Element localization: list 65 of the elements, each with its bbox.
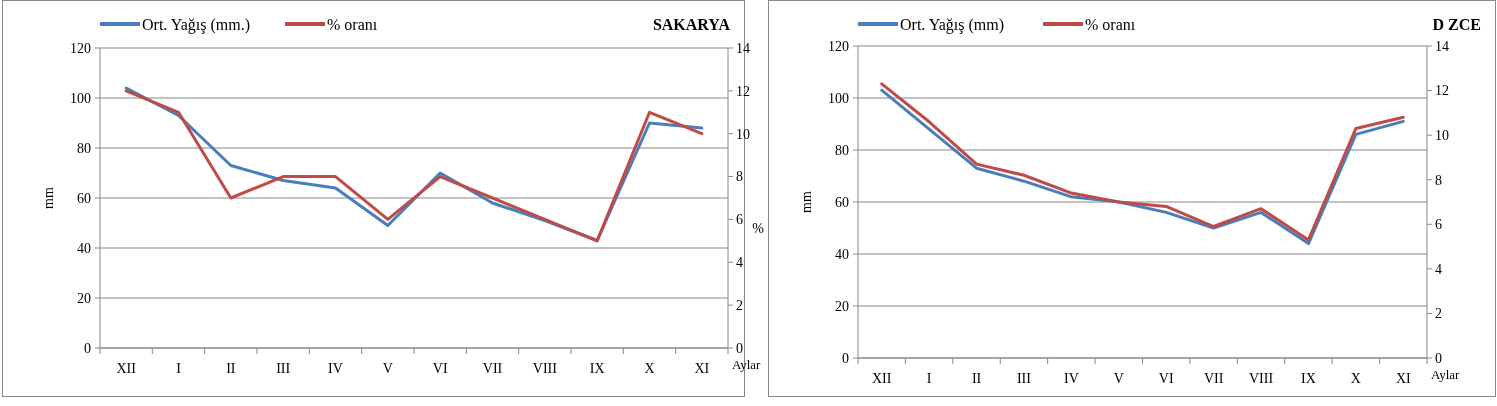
y-tick-label: 60	[835, 194, 849, 210]
y-tick-label: 120	[70, 40, 91, 56]
y-tick-label: 80	[77, 140, 91, 156]
y-tick-label: 20	[77, 290, 91, 306]
x-tick-label: III	[276, 360, 291, 376]
y2-tick-label: 4	[1435, 261, 1442, 277]
legend-label: Ort. Yağış (mm)	[900, 15, 1005, 34]
x-tick-label: IV	[1063, 370, 1079, 386]
x-tick-label: V	[382, 360, 393, 376]
x-tick-label: II	[226, 360, 236, 376]
x-tick-label: X	[1350, 370, 1361, 386]
y-tick-label: 20	[835, 298, 849, 314]
x-tick-label: IX	[589, 360, 605, 376]
x-tick-label: XII	[116, 360, 137, 376]
y2-tick-label: 4	[736, 255, 743, 271]
y-axis-title: mm	[798, 191, 814, 213]
x-tick-label: XI	[694, 360, 710, 376]
y2-tick-label: 2	[1435, 306, 1442, 322]
x-tick-label: IX	[1301, 370, 1316, 386]
y2-tick-label: 12	[1435, 83, 1449, 99]
x-tick-label: XI	[1395, 370, 1412, 386]
y2-tick-label: 6	[1435, 217, 1442, 233]
legend-label: Ort. Yağış (mm.)	[142, 15, 251, 34]
x-tick-label: VI	[432, 360, 448, 376]
y2-tick-label: 10	[736, 126, 750, 142]
y-tick-label: 100	[70, 90, 91, 106]
x-tick-label: I	[176, 360, 182, 376]
y-tick-label: 40	[835, 246, 849, 262]
x-tick-label: XII	[871, 370, 892, 386]
y2-tick-label: 10	[1435, 128, 1449, 144]
x-tick-label: VI	[1158, 370, 1174, 386]
y-tick-label: 40	[77, 240, 91, 256]
x-tick-label: X	[644, 360, 655, 376]
y-axis-title: mm	[40, 187, 56, 209]
y-tick-label: 80	[835, 142, 849, 158]
y-tick-label: 120	[828, 38, 849, 54]
x-axis-title: Aylar	[1431, 366, 1461, 382]
y2-tick-label: 12	[736, 83, 750, 99]
y2-tick-label: 8	[736, 169, 743, 185]
y2-tick-label: 6	[736, 212, 743, 228]
legend-label: % oranı	[1085, 15, 1136, 33]
x-tick-label: I	[926, 370, 932, 386]
y2-tick-label: 0	[1435, 350, 1442, 366]
y2-tick-label: 0	[736, 340, 743, 356]
x-tick-label: VII	[1203, 370, 1224, 386]
y-tick-label: 100	[828, 90, 849, 106]
x-tick-label: VIII	[1248, 370, 1274, 386]
legend-label: % oranı	[327, 15, 378, 33]
y-tick-label: 0	[84, 340, 91, 356]
x-tick-label: III	[1016, 370, 1032, 386]
y-tick-label: 60	[77, 190, 91, 206]
chart-title: SAKARYA	[652, 15, 731, 33]
y2-tick-label: 8	[1435, 172, 1442, 188]
y-tick-label: 0	[842, 350, 849, 366]
x-tick-label: VII	[482, 360, 503, 376]
x-tick-label: II	[971, 370, 982, 386]
y2-tick-label: 14	[1435, 38, 1449, 54]
x-tick-label: VIII	[532, 360, 558, 376]
chart-title: D ZCE	[1432, 15, 1481, 33]
y2-tick-label: 14	[736, 40, 750, 56]
y2-axis-title: %	[752, 220, 765, 236]
y2-tick-label: 2	[736, 298, 743, 314]
x-tick-label: IV	[328, 360, 343, 376]
x-axis-title: Aylar	[732, 356, 762, 372]
x-tick-label: V	[1113, 370, 1124, 386]
